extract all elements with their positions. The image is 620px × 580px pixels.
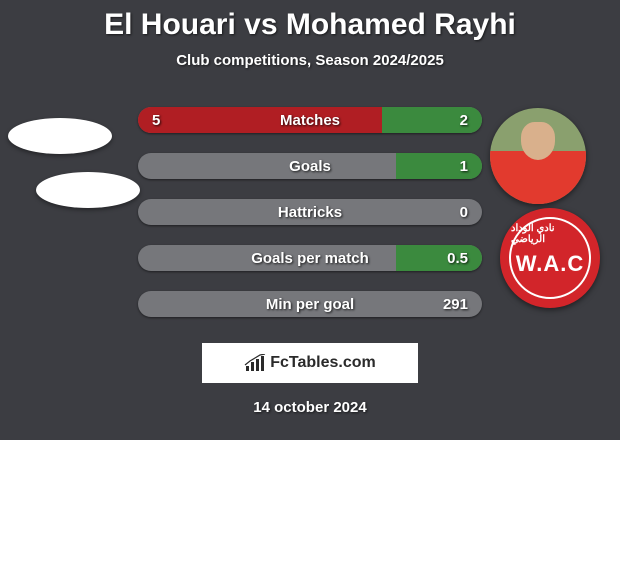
val-right: 0.5 xyxy=(447,250,468,267)
bar-label: Hattricks xyxy=(138,204,482,221)
bar-track: Min per goal291 xyxy=(138,291,482,317)
val-right: 2 xyxy=(460,112,468,129)
val-right: 291 xyxy=(443,296,468,313)
stat-row: Goals1 xyxy=(0,143,620,189)
subtitle: Club competitions, Season 2024/2025 xyxy=(176,52,444,69)
bar-track: Goals1 xyxy=(138,153,482,179)
bar-label: Goals per match xyxy=(138,250,482,267)
bar-label: Matches xyxy=(138,112,482,129)
chart-area: Matches5 2 Goals1 Hattricks0 Goals per match… xyxy=(0,97,620,327)
comparison-card: El Houari vs Mohamed Rayhi Club competit… xyxy=(0,0,620,440)
val-right: 1 xyxy=(460,158,468,175)
val-left: 5 xyxy=(152,112,160,129)
bar-track: Goals per match0.5 xyxy=(138,245,482,271)
stat-row: Hattricks0 xyxy=(0,189,620,235)
stat-row: Goals per match0.5 xyxy=(0,235,620,281)
footer-brand-text: FcTables.com xyxy=(270,354,376,372)
bar-label: Min per goal xyxy=(138,296,482,313)
bar-label: Goals xyxy=(138,158,482,175)
chart-icon xyxy=(244,354,266,372)
stat-row: Min per goal291 xyxy=(0,281,620,327)
page-title: El Houari vs Mohamed Rayhi xyxy=(104,8,516,42)
bar-track: Matches5 2 xyxy=(138,107,482,133)
bar-track: Hattricks0 xyxy=(138,199,482,225)
footer-brand-box: FcTables.com xyxy=(202,343,418,383)
stat-row: Matches5 2 xyxy=(0,97,620,143)
val-right: 0 xyxy=(460,204,468,221)
date-label: 14 october 2024 xyxy=(253,399,366,416)
